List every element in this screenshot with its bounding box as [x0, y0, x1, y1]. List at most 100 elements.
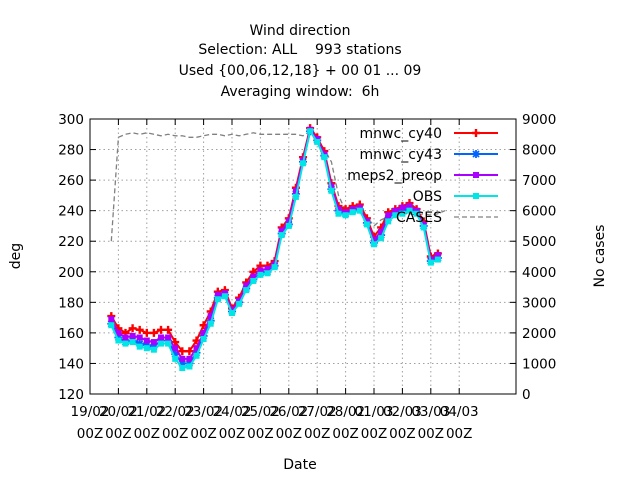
x-tick-label-date: 03/03 — [411, 404, 450, 420]
y2-tick-label: 4000 — [522, 265, 556, 281]
title-line-3: Used {00,06,12,18} + 00 01 ... 09 — [179, 63, 422, 79]
data-point — [214, 291, 221, 298]
legend-label: meps2_preop — [347, 168, 442, 184]
data-point — [427, 259, 434, 266]
data-point — [186, 355, 193, 362]
data-point — [142, 328, 151, 337]
data-point — [142, 341, 151, 350]
data-point — [128, 324, 137, 333]
data-point — [342, 209, 349, 216]
data-point — [406, 207, 413, 214]
data-point — [384, 214, 393, 223]
data-point — [229, 306, 235, 313]
data-point — [377, 231, 386, 240]
x-tick-label-hour: 00Z — [247, 426, 273, 442]
data-point — [221, 293, 228, 300]
x-tick-label-hour: 00Z — [77, 426, 103, 442]
data-point — [115, 329, 122, 336]
data-point — [129, 332, 136, 339]
y2-tick-label: 2000 — [522, 326, 556, 342]
y-tick-label: 240 — [58, 204, 84, 220]
data-point — [193, 345, 200, 352]
data-point — [143, 345, 150, 352]
data-point — [229, 310, 235, 317]
data-point — [314, 138, 321, 145]
legend-label: CASES — [396, 210, 442, 226]
data-point — [473, 172, 479, 178]
series-line — [110, 127, 439, 360]
series-obs — [108, 128, 441, 372]
data-point — [200, 336, 207, 342]
data-point — [221, 290, 228, 297]
data-point — [349, 209, 356, 216]
x-tick-label-hour: 00Z — [276, 426, 302, 442]
legend-entry: mnwc_cy40 — [360, 126, 498, 142]
y-tick-label: 280 — [58, 143, 84, 159]
data-point — [135, 325, 144, 334]
legend-entry: mnwc_cy43 — [360, 147, 498, 163]
data-point — [185, 359, 194, 368]
data-point — [472, 129, 480, 137]
data-point — [178, 347, 187, 356]
data-point — [135, 339, 144, 348]
data-point — [114, 333, 123, 342]
data-point — [243, 287, 250, 294]
data-point — [363, 221, 370, 228]
data-point — [157, 336, 165, 345]
data-point — [285, 222, 292, 229]
data-point — [356, 204, 363, 211]
data-point — [399, 204, 406, 211]
data-point — [108, 316, 115, 323]
data-point — [178, 359, 187, 368]
legend-entry: meps2_preop — [347, 168, 498, 184]
plot-frame — [89, 118, 517, 395]
x-tick-label-date: 24/02 — [213, 404, 252, 420]
data-point — [406, 203, 413, 210]
legend-label: mnwc_cy40 — [360, 126, 442, 142]
data-point — [149, 328, 158, 337]
data-point — [115, 337, 122, 344]
data-point — [243, 282, 250, 289]
x-tick-label-date: 28/02 — [326, 404, 365, 420]
x-tick-label-hour: 00Z — [446, 426, 472, 442]
data-point — [473, 193, 479, 199]
x-tick-label-date: 22/02 — [156, 404, 195, 420]
x-tick-label-hour: 00Z — [162, 426, 188, 442]
data-point — [271, 264, 278, 271]
data-point — [207, 313, 214, 320]
data-point — [172, 355, 179, 362]
axis-ticks — [89, 118, 516, 395]
y2-tick-label: 9000 — [522, 112, 556, 128]
data-point — [150, 346, 157, 353]
data-point — [356, 207, 363, 214]
data-point — [122, 334, 129, 341]
data-point — [164, 336, 173, 345]
data-point — [207, 320, 214, 327]
data-point — [264, 265, 271, 272]
y-tick-label: 140 — [58, 356, 84, 372]
data-point — [264, 270, 271, 277]
data-point — [278, 227, 285, 234]
y2-tick-label: 8000 — [522, 143, 556, 159]
x-axis-tick-labels: 19/02 00Z 20/02 00Z 21/02 00Z 22/02 00Z 23/02 00Z… — [71, 404, 479, 442]
y-tick-label: 200 — [58, 265, 84, 281]
data-point — [122, 340, 129, 347]
x-axis-label: Date — [283, 457, 316, 473]
data-point — [179, 355, 186, 362]
data-point — [108, 322, 115, 329]
x-tick-label-date: 04/03 — [440, 404, 479, 420]
data-point — [171, 350, 180, 359]
legend-entry: CASES — [396, 210, 498, 226]
y-tick-label: 160 — [58, 326, 84, 342]
data-point — [349, 206, 356, 213]
data-point — [371, 236, 377, 243]
data-point — [149, 342, 158, 351]
legend: mnwc_cy40 mnwc_cy43 meps2_preop OBS CASES — [347, 126, 498, 226]
data-point — [292, 187, 299, 194]
data-point — [385, 212, 392, 219]
data-point — [378, 235, 385, 242]
data-point — [314, 135, 321, 142]
data-point — [335, 206, 342, 213]
data-point — [378, 229, 385, 236]
